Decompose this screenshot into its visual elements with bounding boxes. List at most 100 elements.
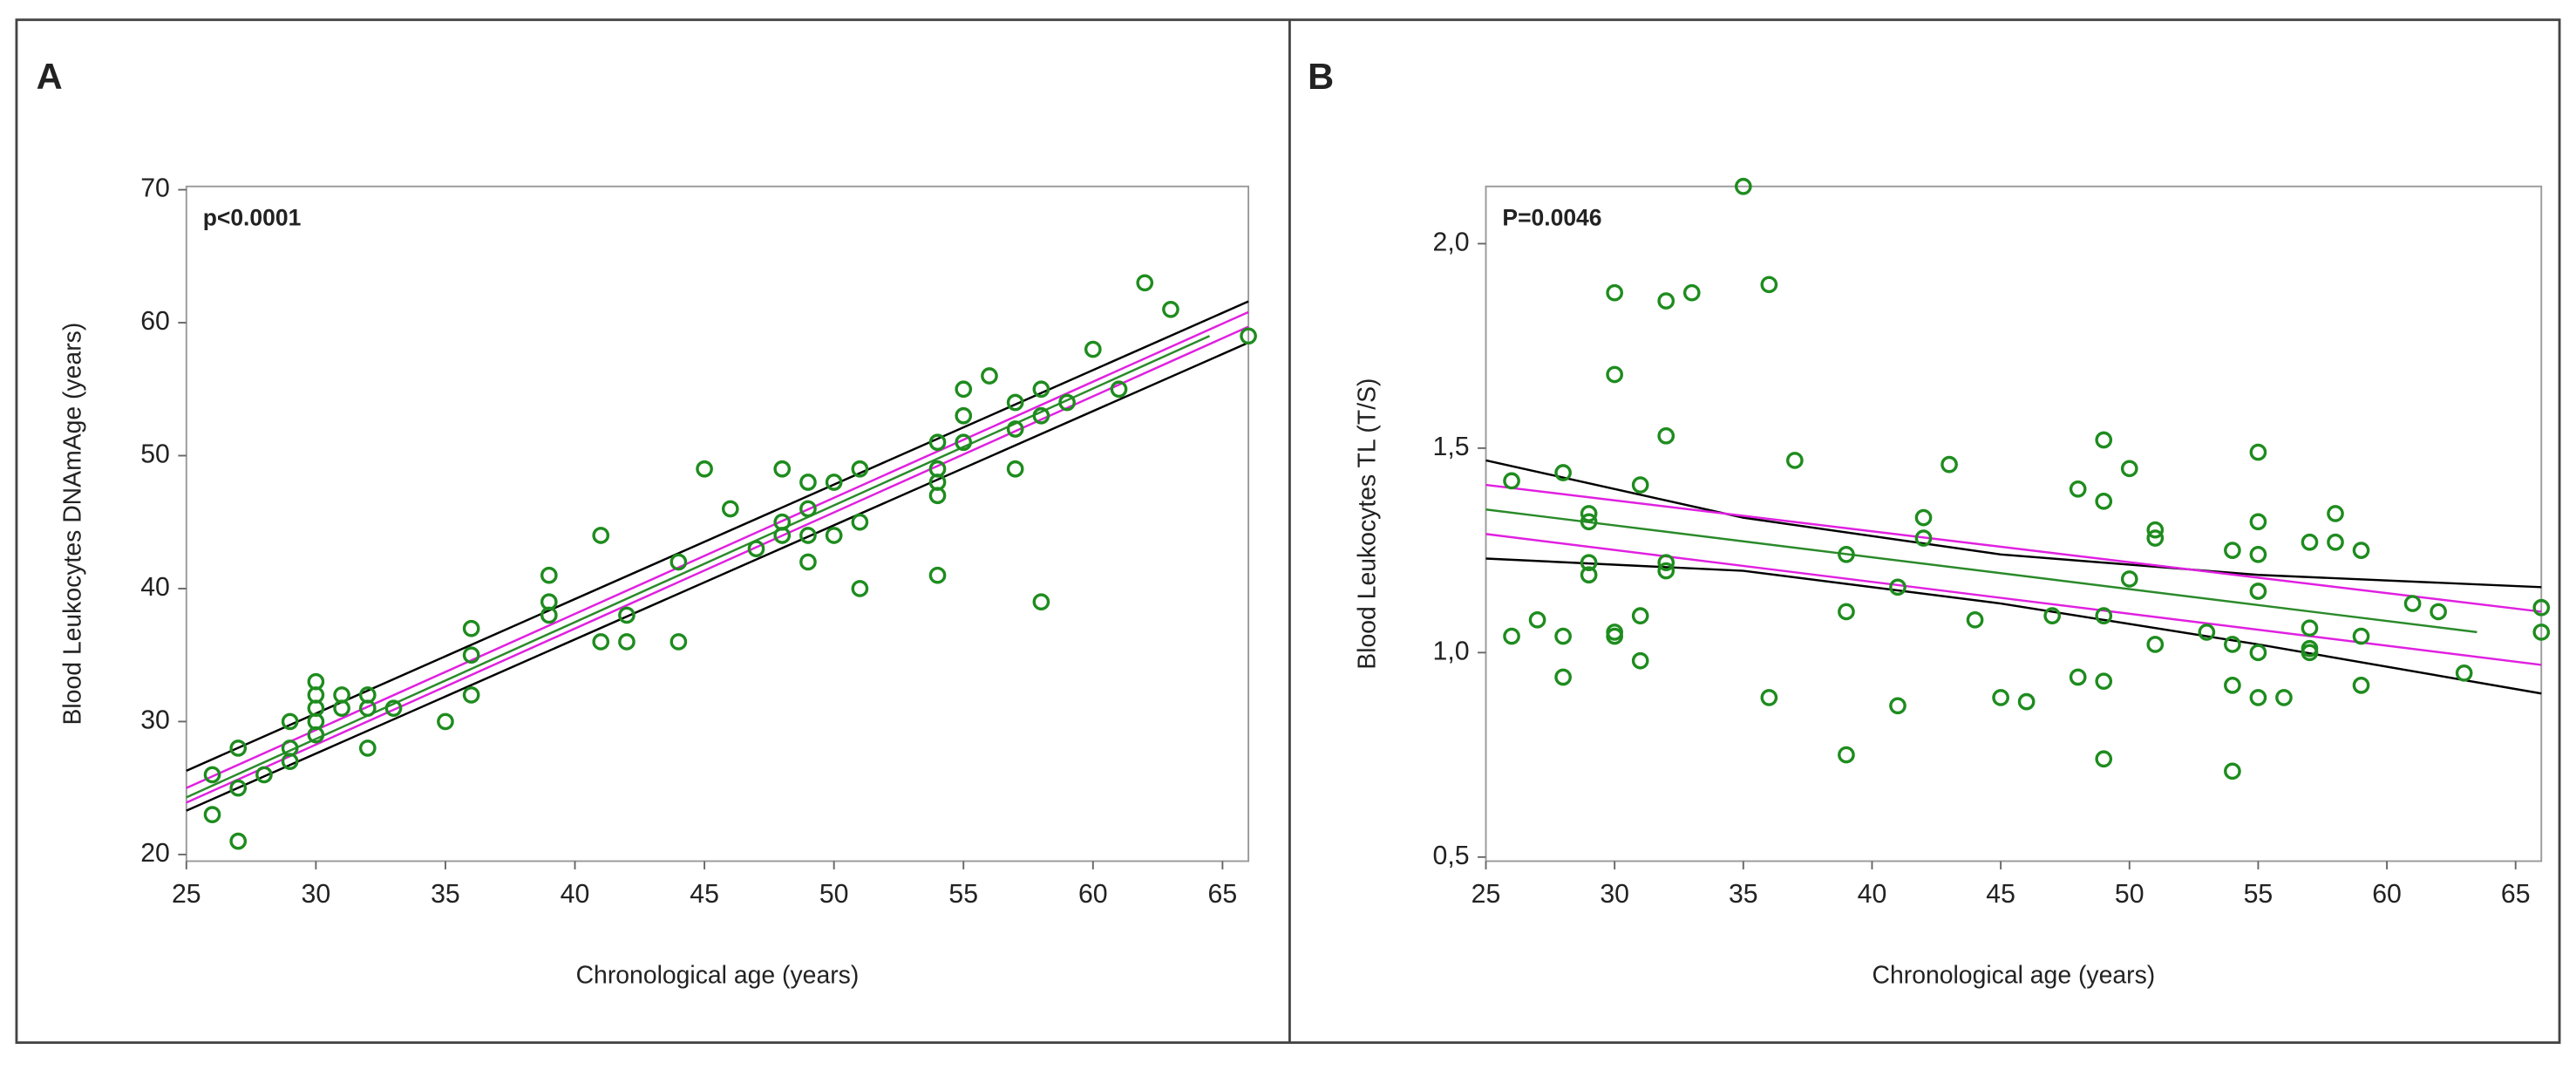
data-point xyxy=(851,580,869,597)
data-point xyxy=(1606,283,1623,302)
x-tick-label: 55 xyxy=(948,880,978,909)
data-point xyxy=(1657,426,1675,445)
data-point xyxy=(669,633,688,651)
data-point xyxy=(1914,529,1933,547)
x-tick-label: 40 xyxy=(1858,880,1887,909)
fit-line xyxy=(1485,533,2542,666)
x-tick-label: 35 xyxy=(1729,880,1758,909)
x-tick-label: 50 xyxy=(819,880,849,909)
data-point xyxy=(2095,431,2113,449)
data-point xyxy=(203,766,221,784)
x-tick-label: 60 xyxy=(2372,880,2402,909)
data-point xyxy=(307,726,325,744)
y-tick-label: 40 xyxy=(140,573,170,602)
y-tick-label: 60 xyxy=(140,307,170,336)
data-point xyxy=(462,686,480,704)
data-point xyxy=(1580,554,1598,572)
data-point xyxy=(281,712,299,731)
fit-line xyxy=(1485,459,2542,589)
x-tick-label: 65 xyxy=(1208,880,1238,909)
data-point xyxy=(2146,636,2165,653)
data-point xyxy=(1503,627,1520,645)
data-point xyxy=(1914,508,1933,527)
data-point xyxy=(2224,636,2241,653)
data-point xyxy=(2069,480,2087,498)
data-point xyxy=(1889,697,1907,715)
y-tick-label: 20 xyxy=(140,839,170,868)
fit-line xyxy=(1485,508,2477,634)
data-point xyxy=(825,527,843,544)
x-axis-title: Chronological age (years) xyxy=(1873,961,2156,989)
data-point xyxy=(1631,651,1649,670)
y-tick-label: 1,0 xyxy=(1433,637,1470,665)
data-point xyxy=(2069,668,2087,686)
x-tick-label: 45 xyxy=(690,880,719,909)
data-point xyxy=(1554,464,1572,481)
data-point xyxy=(1631,476,1649,494)
data-point xyxy=(2095,607,2113,624)
data-point xyxy=(928,487,947,505)
x-tick-label: 65 xyxy=(2501,880,2531,909)
figure-frame xyxy=(15,18,2561,1045)
data-point xyxy=(2249,583,2267,600)
plot-frame xyxy=(185,185,1250,862)
data-point xyxy=(2301,639,2319,658)
data-point xyxy=(799,500,817,518)
y-axis-title: Blood Leukocytes DNAmAge (years) xyxy=(59,323,87,726)
y-tick-label: 1,5 xyxy=(1433,433,1470,461)
data-point xyxy=(799,553,817,571)
y-tick-label: 50 xyxy=(140,440,170,469)
data-point xyxy=(229,832,248,850)
data-point xyxy=(1657,562,1675,580)
data-point xyxy=(2403,595,2422,612)
data-point xyxy=(229,779,248,797)
data-point xyxy=(1631,607,1649,624)
data-point xyxy=(618,606,636,624)
data-point xyxy=(1580,566,1598,584)
data-point xyxy=(721,500,739,518)
data-point xyxy=(1760,689,1778,706)
y-axis-title: Blood Leukocytes TL (T/S) xyxy=(1354,378,1382,670)
x-tick-label: 25 xyxy=(1472,880,1501,909)
data-point xyxy=(669,553,688,571)
y-tick-label: 30 xyxy=(140,705,170,734)
data-point xyxy=(1006,393,1024,412)
x-tick-label: 25 xyxy=(172,880,201,909)
data-point xyxy=(981,367,998,385)
data-point xyxy=(229,739,248,757)
data-point xyxy=(1084,340,1102,358)
y-tick-label: 2,0 xyxy=(1433,228,1470,256)
data-point xyxy=(2095,493,2113,510)
data-point xyxy=(2327,533,2344,551)
data-point xyxy=(1992,689,2009,706)
data-point xyxy=(2095,672,2113,691)
data-point xyxy=(2352,627,2370,645)
data-point xyxy=(462,646,480,664)
data-point xyxy=(799,474,817,491)
data-point xyxy=(1606,365,1623,384)
data-point xyxy=(955,406,973,425)
data-point xyxy=(2352,677,2370,694)
data-point xyxy=(2017,692,2036,711)
data-point xyxy=(747,540,765,558)
data-point xyxy=(2146,529,2165,547)
data-point xyxy=(2120,570,2138,588)
data-point xyxy=(825,474,843,491)
data-point xyxy=(2224,542,2241,559)
data-point xyxy=(358,739,377,757)
data-point xyxy=(592,633,610,651)
fit-line xyxy=(1485,483,2542,613)
data-point xyxy=(1032,593,1050,611)
data-point xyxy=(2532,624,2551,641)
data-point xyxy=(2327,505,2344,522)
data-point xyxy=(928,433,947,452)
data-point xyxy=(1162,300,1179,318)
data-point xyxy=(1734,177,1752,195)
data-point xyxy=(1940,455,1958,474)
data-point xyxy=(2249,513,2267,531)
data-point xyxy=(2249,545,2267,563)
data-point xyxy=(2120,460,2138,478)
data-point xyxy=(928,566,947,584)
data-point xyxy=(799,527,817,544)
